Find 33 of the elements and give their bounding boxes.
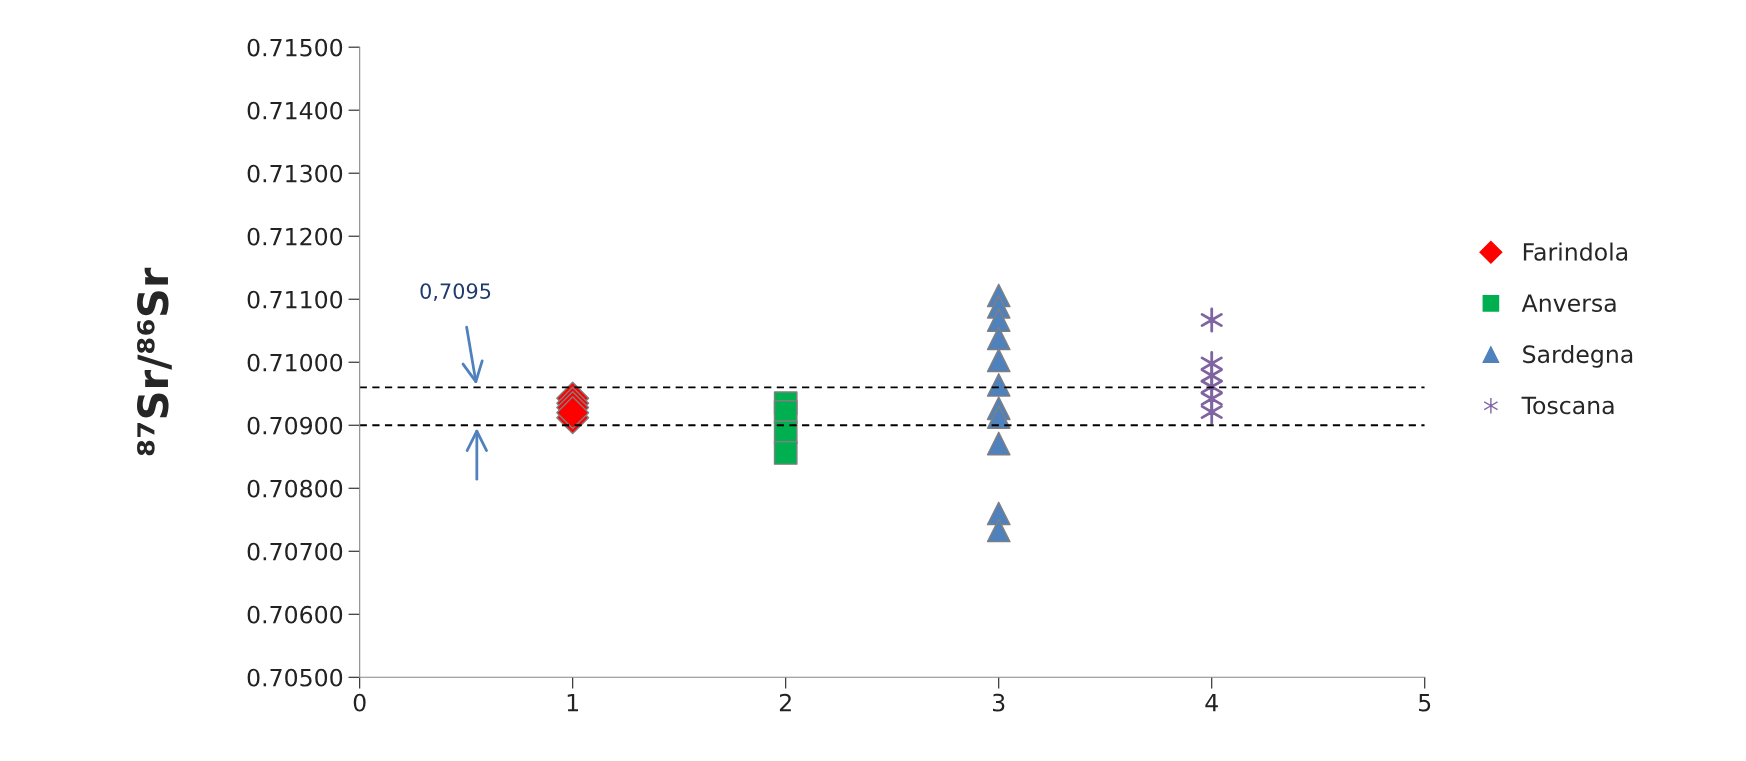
y-tick-label: 0.71000 — [247, 353, 343, 372]
y-tick-label: 0.71200 — [247, 227, 343, 246]
point — [986, 431, 1011, 456]
x-tick-label: 0 — [353, 693, 366, 712]
y-tick-label: 0.71500 — [247, 38, 343, 57]
x-tick-label: 1 — [567, 693, 579, 712]
y-tick-label: 0.70800 — [247, 479, 343, 498]
point — [986, 348, 1011, 373]
point — [1200, 399, 1223, 425]
point — [986, 326, 1011, 351]
point — [773, 441, 798, 465]
y-tick-label: 0.70600 — [247, 605, 343, 624]
annotation: 0,7095 — [420, 283, 491, 302]
point — [986, 405, 1011, 429]
point — [986, 373, 1011, 397]
legend-label: Anversa — [1521, 294, 1616, 312]
x-tick-label: 4 — [1205, 693, 1218, 712]
y-tick-label: 0.70700 — [247, 542, 343, 561]
legend-label: Toscana — [1521, 396, 1614, 415]
point — [986, 308, 1011, 332]
point — [1200, 307, 1223, 333]
x-tick-label: 3 — [993, 693, 1005, 712]
legend-label: Farindola — [1523, 242, 1628, 261]
y-tick-label: 0.70500 — [247, 668, 343, 687]
point — [986, 518, 1011, 543]
y-tick-label: 0.71100 — [247, 290, 343, 309]
legend-label: Sardegna — [1523, 344, 1633, 368]
y-tick-label: 0.71400 — [247, 101, 343, 120]
x-tick-label: 5 — [1419, 693, 1431, 712]
y-tick-label: 0.70900 — [247, 416, 343, 435]
y-axis-title: ⁸⁷Sr/⁸⁶Sr — [137, 267, 172, 456]
y-tick-label: 0.71300 — [247, 164, 343, 183]
x-tick-label: 2 — [779, 693, 791, 712]
